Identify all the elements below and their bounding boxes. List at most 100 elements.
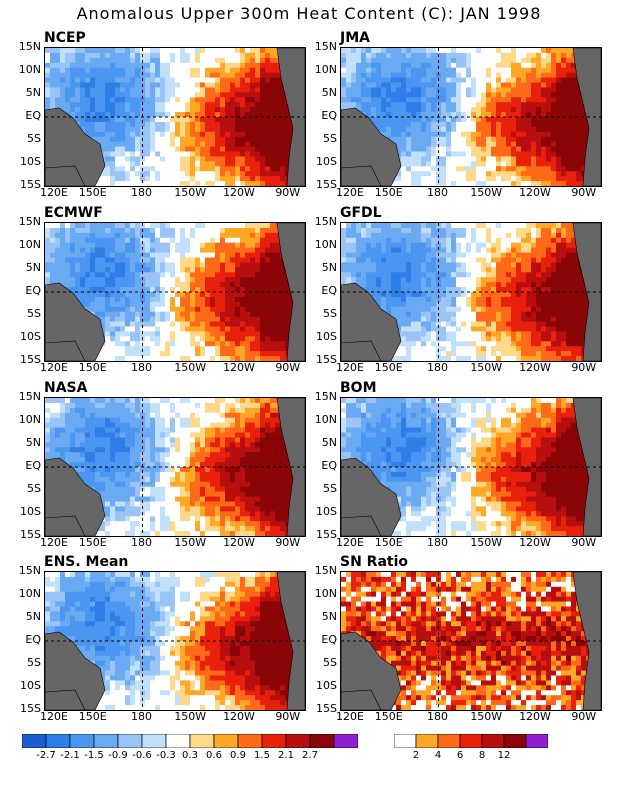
heatmap-cell — [280, 181, 286, 186]
heatmap-cell — [571, 156, 577, 162]
heatmap-cell — [150, 97, 156, 103]
heatmap-cell — [210, 287, 216, 293]
heatmap-cell — [80, 77, 86, 84]
heatmap-cell — [521, 92, 527, 98]
heatmap-cell — [361, 242, 367, 249]
heatmap-cell — [401, 237, 407, 244]
heatmap-cell — [200, 351, 206, 357]
heatmap-cell — [120, 52, 126, 59]
heatmap-cell — [265, 126, 271, 133]
heatmap-cell — [341, 48, 347, 54]
heatmap-cell — [190, 97, 196, 103]
heatmap-cell — [225, 257, 231, 264]
heatmap-cell — [521, 126, 527, 133]
heatmap-cell — [446, 107, 452, 113]
heatmap-cell — [411, 72, 417, 79]
heatmap-cell — [135, 126, 141, 133]
heatmap-cell — [406, 242, 412, 249]
heatmap-cell — [351, 92, 357, 98]
heatmap-cell — [110, 356, 116, 361]
heatmap-cell — [396, 272, 402, 278]
heatmap-cell — [456, 161, 462, 167]
heatmap-cell — [145, 296, 151, 303]
heatmap-cell — [205, 171, 211, 177]
heatmap-cell — [55, 87, 61, 93]
heatmap-cell — [381, 242, 387, 249]
heatmap-cell — [100, 301, 106, 308]
heatmap-cell — [551, 136, 557, 143]
heatmap-cell — [270, 72, 276, 79]
heatmap-cell — [90, 112, 96, 118]
heatmap-cell — [285, 316, 291, 323]
heatmap-cell — [451, 52, 457, 59]
heatmap-cell — [571, 181, 577, 186]
heatmap-cell — [245, 242, 251, 249]
heatmap-cell — [501, 67, 507, 74]
heatmap-cell — [441, 141, 447, 148]
heatmap-cell — [471, 82, 477, 89]
heatmap-cell — [100, 242, 106, 249]
heatmap-cell — [280, 121, 286, 128]
heatmap-cell — [265, 117, 271, 123]
heatmap-cell — [526, 77, 532, 84]
heatmap-cell — [381, 62, 387, 69]
heatmap-cell — [451, 87, 457, 93]
heatmap-cell — [461, 166, 467, 172]
heatmap-cell — [521, 107, 527, 113]
heatmap-cell — [105, 336, 111, 342]
heatmap-cell — [165, 52, 171, 59]
heatmap-cell — [556, 126, 562, 133]
heatmap-cell — [165, 117, 171, 123]
heatmap-cell — [461, 237, 467, 244]
heatmap-cell — [526, 131, 532, 138]
heatmap-cell — [255, 77, 261, 84]
heatmap-cell — [150, 156, 156, 162]
heatmap-cell — [551, 52, 557, 59]
heatmap-cell — [180, 126, 186, 133]
heatmap-cell — [205, 262, 211, 268]
heatmap-cell — [431, 62, 437, 69]
heatmap-cell — [265, 87, 271, 93]
heatmap-cell — [391, 92, 397, 98]
heatmap-cell — [476, 97, 482, 103]
heatmap-cell — [250, 272, 256, 278]
heatmap-cell — [240, 321, 246, 328]
heatmap-cell — [466, 117, 472, 123]
heatmap-cell — [541, 92, 547, 98]
heatmap-cell — [205, 351, 211, 357]
heatmap-cell — [471, 247, 477, 254]
heatmap-cell — [55, 252, 61, 259]
heatmap-cell — [531, 121, 537, 128]
heatmap-cell — [140, 351, 146, 357]
heatmap-cell — [556, 181, 562, 186]
heatmap-cell — [255, 296, 261, 303]
heatmap-cell — [496, 161, 502, 167]
heatmap-cell — [275, 272, 281, 278]
heatmap-cell — [546, 57, 552, 64]
heatmap-cell — [105, 131, 111, 138]
heatmap-cell — [551, 227, 557, 234]
heatmap-cell — [45, 48, 51, 54]
heatmap-cell — [135, 306, 141, 313]
heatmap-cell — [466, 67, 472, 74]
heatmap-cell — [386, 131, 392, 138]
heatmap-cell — [391, 102, 397, 108]
heatmap-cell — [561, 72, 567, 79]
heatmap-cell — [270, 242, 276, 249]
heatmap-cell — [180, 121, 186, 128]
heatmap-cell — [491, 146, 497, 153]
heatmap-cell — [70, 247, 76, 254]
heatmap-cell — [346, 57, 352, 64]
heatmap-cell — [170, 242, 176, 249]
heatmap-cell — [205, 48, 211, 54]
heatmap-cell — [165, 301, 171, 308]
heatmap-cell — [150, 146, 156, 153]
heatmap-cell — [115, 171, 121, 177]
land-mass — [341, 107, 402, 186]
heatmap-cell — [90, 296, 96, 303]
heatmap-cell — [175, 67, 181, 74]
heatmap-cell — [255, 117, 261, 123]
heatmap-cell — [220, 257, 226, 264]
heatmap-cell — [175, 247, 181, 254]
heatmap-cell — [260, 62, 266, 69]
